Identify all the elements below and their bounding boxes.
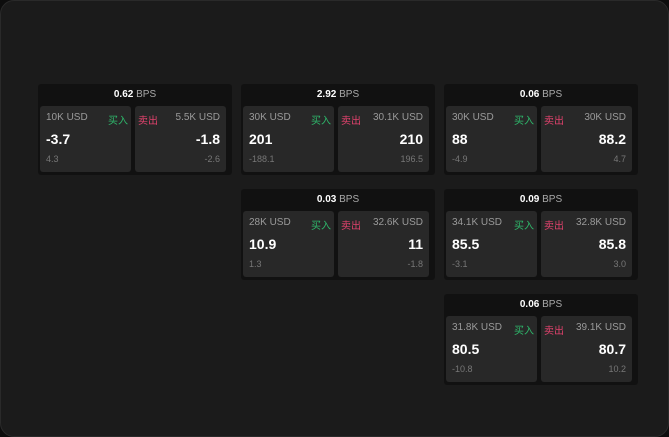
sell-change: 4.7 <box>613 154 626 164</box>
buy-price: 80.5 <box>452 341 480 357</box>
sell-label: 卖出 <box>138 116 158 127</box>
price-widget: 0.62 BPS 10K USD 买入 -3.7 4.3 卖出 5.5K USD -1.8… <box>38 84 232 175</box>
buy-price: 201 <box>249 131 273 147</box>
buy-button[interactable]: 34.1K USD 买入 85.5 -3.1 <box>446 211 537 277</box>
sell-label: 卖出 <box>544 221 564 232</box>
spread-unit: BPS <box>339 89 360 100</box>
sell-price: 85.8 <box>598 236 626 252</box>
sell-button[interactable]: 卖出 32.8K USD 85.8 3.0 <box>541 211 632 277</box>
sell-button[interactable]: 卖出 32.6K USD 11 -1.8 <box>338 211 429 277</box>
buy-button[interactable]: 10K USD 买入 -3.7 4.3 <box>40 106 131 172</box>
buy-change: -4.9 <box>452 154 468 164</box>
sell-size: 39.1K USD <box>575 322 626 333</box>
sell-label: 卖出 <box>544 116 564 127</box>
sell-price: -1.8 <box>195 131 220 147</box>
sell-button[interactable]: 卖出 39.1K USD 80.7 10.2 <box>541 316 632 382</box>
price-widget: 0.06 BPS 31.8K USD 买入 80.5 -10.8 卖出 39.1K US… <box>444 294 638 385</box>
buy-button[interactable]: 31.8K USD 买入 80.5 -10.8 <box>446 316 537 382</box>
sell-size: 32.6K USD <box>372 217 423 228</box>
buy-change: -3.1 <box>452 259 468 269</box>
price-widget: 2.92 BPS 30K USD 买入 201 -188.1 卖出 30.1K USD 2… <box>241 84 435 175</box>
buy-price: 88 <box>452 131 468 147</box>
buy-size: 31.8K USD <box>452 322 503 333</box>
sell-change: -2.6 <box>204 154 220 164</box>
spread-header: 0.62 BPS <box>38 84 232 105</box>
buy-label: 买入 <box>514 221 534 232</box>
spread-value: 0.03 <box>316 194 337 205</box>
buy-size: 30K USD <box>452 112 494 123</box>
spread-unit: BPS <box>542 299 563 310</box>
sell-button[interactable]: 卖出 30K USD 88.2 4.7 <box>541 106 632 172</box>
sell-size: 30.1K USD <box>372 112 423 123</box>
buy-price: 85.5 <box>452 236 480 252</box>
sell-price: 210 <box>399 131 423 147</box>
buy-button[interactable]: 30K USD 买入 201 -188.1 <box>243 106 334 172</box>
spread-value: 0.06 <box>519 299 540 310</box>
spread-header: 0.09 BPS <box>444 189 638 210</box>
buy-button[interactable]: 28K USD 买入 10.9 1.3 <box>243 211 334 277</box>
sell-change: 10.2 <box>608 364 626 374</box>
spread-unit: BPS <box>542 194 563 205</box>
buy-label: 买入 <box>514 326 534 337</box>
sell-size: 32.8K USD <box>575 217 626 228</box>
sell-change: 196.5 <box>400 154 423 164</box>
buy-button[interactable]: 30K USD 买入 88 -4.9 <box>446 106 537 172</box>
sell-label: 卖出 <box>341 116 361 127</box>
sell-price: 80.7 <box>598 341 626 357</box>
price-widget: 0.06 BPS 30K USD 买入 88 -4.9 卖出 30K USD 88.2 4.… <box>444 84 638 175</box>
buy-label: 买入 <box>311 116 331 127</box>
buy-price: 10.9 <box>249 236 277 252</box>
spread-header: 0.06 BPS <box>444 84 638 105</box>
sell-button[interactable]: 卖出 30.1K USD 210 196.5 <box>338 106 429 172</box>
spread-value: 0.09 <box>519 194 540 205</box>
sell-label: 卖出 <box>341 221 361 232</box>
sell-size: 30K USD <box>584 112 626 123</box>
sell-price: 11 <box>408 236 423 252</box>
sell-button[interactable]: 卖出 5.5K USD -1.8 -2.6 <box>135 106 226 172</box>
sell-change: 3.0 <box>613 259 626 269</box>
buy-change: 1.3 <box>249 259 262 269</box>
spread-header: 2.92 BPS <box>241 84 435 105</box>
spread-unit: BPS <box>542 89 563 100</box>
spread-unit: BPS <box>339 194 360 205</box>
buy-size: 30K USD <box>249 112 291 123</box>
spread-unit: BPS <box>136 89 157 100</box>
buy-size: 28K USD <box>249 217 291 228</box>
sell-price: 88.2 <box>598 131 626 147</box>
price-widget: 0.03 BPS 28K USD 买入 10.9 1.3 卖出 32.6K USD 11 -… <box>241 189 435 280</box>
spread-header: 0.06 BPS <box>444 294 638 315</box>
buy-label: 买入 <box>514 116 534 127</box>
buy-size: 34.1K USD <box>452 217 503 228</box>
spread-header: 0.03 BPS <box>241 189 435 210</box>
buy-label: 买入 <box>108 116 128 127</box>
sell-size: 5.5K USD <box>175 112 220 123</box>
sell-label: 卖出 <box>544 326 564 337</box>
spread-value: 0.62 <box>113 89 134 100</box>
buy-change: -10.8 <box>452 364 473 374</box>
price-widget: 0.09 BPS 34.1K USD 买入 85.5 -3.1 卖出 32.8K USD… <box>444 189 638 280</box>
spread-value: 0.06 <box>519 89 540 100</box>
buy-label: 买入 <box>311 221 331 232</box>
buy-size: 10K USD <box>46 112 88 123</box>
buy-change: -188.1 <box>249 154 275 164</box>
spread-value: 2.92 <box>316 89 337 100</box>
buy-change: 4.3 <box>46 154 59 164</box>
sell-change: -1.8 <box>407 259 423 269</box>
buy-price: -3.7 <box>46 131 71 147</box>
